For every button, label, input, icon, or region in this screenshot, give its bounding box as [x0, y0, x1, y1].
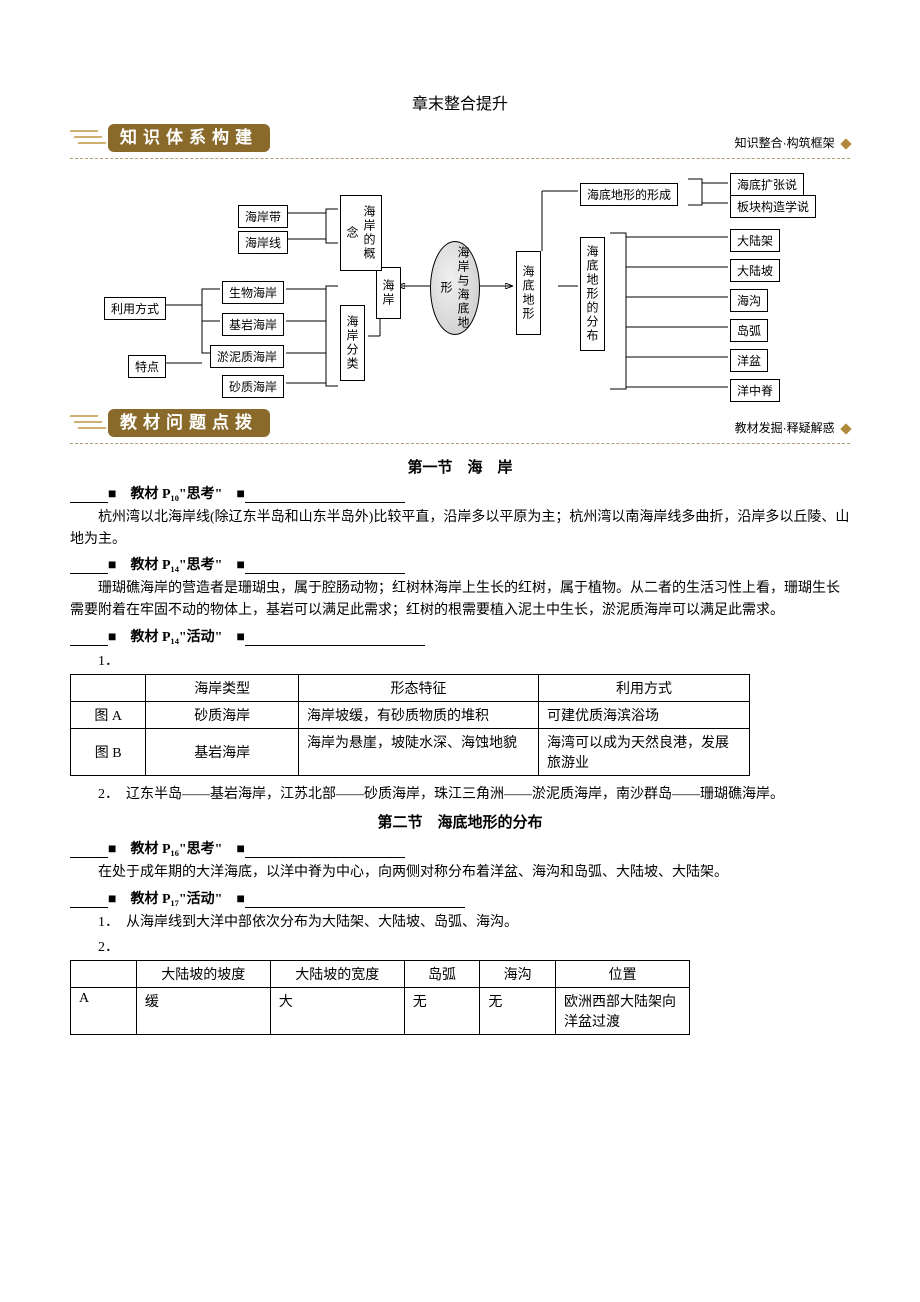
th-feature: 形态特征 [299, 674, 539, 701]
section2-title: 第二节 海底地形的分布 [70, 811, 850, 832]
cell: 图 B [71, 728, 146, 775]
banner-knowledge-system: 知识体系构建 知识整合·构筑框架 [70, 124, 850, 156]
table-row: 图 B 基岩海岸 海岸为悬崖，坡陡水深、海蚀地貌 海湾可以成为天然良港，发展旅游… [71, 728, 750, 775]
node-trench: 海沟 [730, 289, 768, 312]
think-p16-heading: ■ 教材 P₁₆"思考" ■ [70, 838, 850, 858]
banner2-right-text: 教材发掘·释疑解惑 [735, 421, 835, 435]
node-coast-concept: 海岸的概念 [340, 195, 382, 271]
node-seabed-form: 海底地形的形成 [580, 183, 678, 206]
think-p10-heading: ■ 教材 P₁₀"思考" ■ [70, 483, 850, 503]
doc-title: 章末整合提升 [70, 90, 850, 114]
activity-p14-label: 教材 P₁₄"活动" [130, 630, 222, 645]
node-basin: 洋盆 [730, 349, 768, 372]
section1-title: 第一节 海 岸 [70, 456, 850, 477]
think-p10-body: 杭州湾以北海岸线(除辽东半岛和山东半岛外)比较平直，沿岸多以平原为主；杭州湾以南… [70, 507, 850, 550]
banner1-label: 知识体系构建 [108, 124, 270, 152]
banner1-right-text: 知识整合·构筑框架 [735, 136, 835, 150]
banner2-right: 教材发掘·释疑解惑 [735, 419, 850, 436]
cell: 缓 [136, 987, 270, 1034]
cell: 图 A [71, 701, 146, 728]
th: 大陆坡的宽度 [270, 960, 404, 987]
sec2-q2-number: 2． [70, 936, 850, 956]
cell: 无 [480, 987, 556, 1034]
cell: 无 [404, 987, 480, 1034]
cell: 可建优质海滨浴场 [538, 701, 749, 728]
coast-type-table: 海岸类型 形态特征 利用方式 图 A 砂质海岸 海岸坡缓，有砂质物质的堆积 可建… [70, 674, 750, 776]
node-shelf: 大陆架 [730, 229, 780, 252]
q2-answer: 2． 辽东半岛——基岩海岸，江苏北部——砂质海岸，珠江三角洲——淤泥质海岸，南沙… [70, 784, 850, 806]
cell: 海岸为悬崖，坡陡水深、海蚀地貌 [299, 728, 539, 775]
table-header-row: 海岸类型 形态特征 利用方式 [71, 674, 750, 701]
continental-slope-table: 大陆坡的坡度 大陆坡的宽度 岛弧 海沟 位置 A 缓 大 无 无 欧洲西部大陆架… [70, 960, 690, 1035]
node-seafloor-spread: 海底扩张说 [730, 173, 804, 196]
think-p10-label: 教材 P₁₀"思考" [130, 487, 222, 502]
banner1-right: 知识整合·构筑框架 [735, 134, 850, 151]
th-type: 海岸类型 [146, 674, 299, 701]
q2-text: 辽东半岛——基岩海岸，江苏北部——砂质海岸，珠江三角洲——淤泥质海岸，南沙群岛—… [126, 787, 784, 802]
cell: 欧洲西部大陆架向洋盆过渡 [556, 987, 690, 1034]
node-mud-coast: 淤泥质海岸 [210, 345, 284, 368]
divider [70, 158, 850, 159]
think-p14-label: 教材 P₁₄"思考" [130, 558, 222, 573]
th [71, 960, 137, 987]
chevron-stripes-icon [70, 415, 106, 435]
table-header-row: 大陆坡的坡度 大陆坡的宽度 岛弧 海沟 位置 [71, 960, 690, 987]
diamond-icon [840, 423, 851, 434]
node-coast-belt: 海岸带 [238, 205, 288, 228]
cell: 砂质海岸 [146, 701, 299, 728]
th: 大陆坡的坡度 [136, 960, 270, 987]
node-seabed-dist: 海底地形的分布 [580, 237, 605, 351]
node-sand-coast: 砂质海岸 [222, 375, 284, 398]
banner2-label: 教材问题点拨 [108, 409, 270, 437]
activity-p14-heading: ■ 教材 P₁₄"活动" ■ [70, 626, 850, 646]
think-p14-heading: ■ 教材 P₁₄"思考" ■ [70, 554, 850, 574]
th-blank [71, 674, 146, 701]
node-rock-coast: 基岩海岸 [222, 313, 284, 336]
node-coast-classify: 海岸分类 [340, 305, 365, 381]
cell: 海湾可以成为天然良港，发展旅游业 [538, 728, 749, 775]
activity-p17-heading: ■ 教材 P₁₇"活动" ■ [70, 888, 850, 908]
think-p16-label: 教材 P₁₆"思考" [130, 842, 222, 857]
think-p14-body: 珊瑚礁海岸的营造者是珊瑚虫，属于腔肠动物；红树林海岸上生长的红树，属于植物。从二… [70, 578, 850, 621]
chevron-stripes-icon [70, 130, 106, 150]
diamond-icon [840, 138, 851, 149]
sec2-q1-text: 从海岸线到大洋中部依次分布为大陆架、大陆坡、岛弧、海沟。 [126, 915, 518, 930]
node-bio-coast: 生物海岸 [222, 281, 284, 304]
divider [70, 443, 850, 444]
th: 岛弧 [404, 960, 480, 987]
th: 海沟 [480, 960, 556, 987]
node-plate-tectonics: 板块构造学说 [730, 195, 816, 218]
node-island-arc: 岛弧 [730, 319, 768, 342]
table-row: 图 A 砂质海岸 海岸坡缓，有砂质物质的堆积 可建优质海滨浴场 [71, 701, 750, 728]
think-p16-body: 在处于成年期的大洋海底，以洋中脊为中心，向两侧对称分布着洋盆、海沟和岛弧、大陆坡… [70, 862, 850, 884]
node-midocean-ridge: 洋中脊 [730, 379, 780, 402]
cell: 大 [270, 987, 404, 1034]
document-page: 章末整合提升 知识体系构建 知识整合·构筑框架 [0, 0, 920, 1083]
table-row: A 缓 大 无 无 欧洲西部大陆架向洋盆过渡 [71, 987, 690, 1034]
node-coast: 海岸 [376, 267, 401, 319]
node-coastline: 海岸线 [238, 231, 288, 254]
th: 位置 [556, 960, 690, 987]
diagram-center-node: 海岸与海底地形 [430, 241, 480, 335]
node-slope: 大陆坡 [730, 259, 780, 282]
th-usage: 利用方式 [538, 674, 749, 701]
banner-textbook-tips: 教材问题点拨 教材发掘·释疑解惑 [70, 409, 850, 441]
cell: A [71, 987, 137, 1034]
cell: 基岩海岸 [146, 728, 299, 775]
node-usage: 利用方式 [104, 297, 166, 320]
activity-p17-label: 教材 P₁₇"活动" [130, 892, 222, 907]
q1-number: 1． [70, 650, 850, 670]
sec2-q1: 1． 从海岸线到大洋中部依次分布为大陆架、大陆坡、岛弧、海沟。 [70, 912, 850, 934]
concept-diagram: 海岸与海底地形 海岸 海岸的概念 海岸带 海岸线 海岸分类 生物海岸 基岩海岸 … [80, 171, 840, 401]
node-feature: 特点 [128, 355, 166, 378]
node-seabed: 海底地形 [516, 251, 541, 335]
cell: 海岸坡缓，有砂质物质的堆积 [299, 701, 539, 728]
